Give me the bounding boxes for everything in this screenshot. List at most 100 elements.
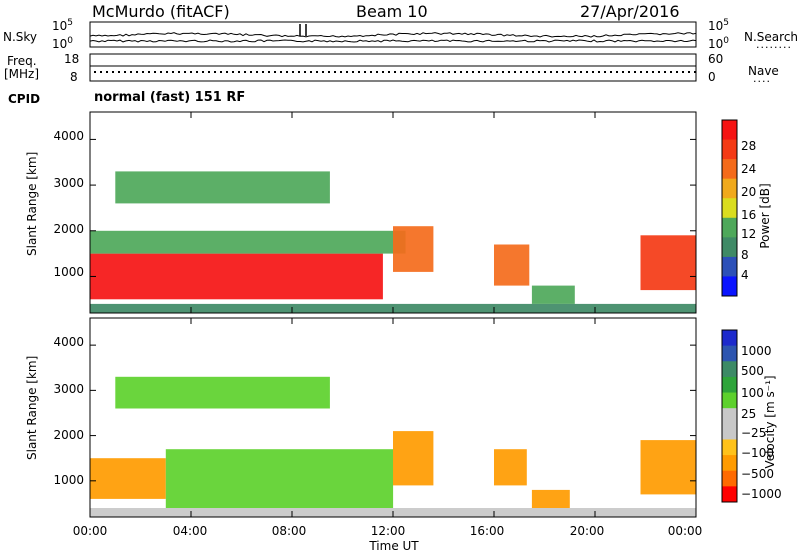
velocity-colorbar-frame — [721, 329, 738, 503]
freq-dot — [436, 71, 438, 73]
power-cb-tick-8: 8 — [741, 248, 749, 262]
freq-dot — [160, 71, 162, 73]
freq-dot — [100, 71, 102, 73]
freq-dot — [118, 71, 120, 73]
freq-dot — [442, 71, 444, 73]
xtick-1: 04:00 — [172, 524, 208, 538]
p1-ytick-4000: 4000 — [53, 129, 84, 143]
noise-right-tick-low: 100 — [708, 36, 730, 51]
p1-ytick-1000: 1000 — [53, 265, 84, 279]
power-colorbar-frame — [721, 119, 738, 297]
power-colorbar-segment — [722, 139, 737, 160]
data-region — [393, 431, 434, 486]
freq-dot — [226, 71, 228, 73]
freq-dot — [196, 71, 198, 73]
xtick-0: 00:00 — [72, 524, 108, 538]
freq-dot — [208, 71, 210, 73]
freq-dot — [472, 71, 474, 73]
velocity-colorbar-segment — [722, 486, 737, 503]
data-region — [90, 253, 383, 300]
freq-dot — [664, 71, 666, 73]
freq-dot — [382, 71, 384, 73]
freq-dot — [346, 71, 348, 73]
freq-dot — [598, 71, 600, 73]
freq-dot — [166, 71, 168, 73]
p2-ytick-4000: 4000 — [53, 335, 84, 349]
power-cb-tick-4: 4 — [741, 268, 749, 282]
freq-dot — [280, 71, 282, 73]
freq-dot — [412, 71, 414, 73]
freq-dot — [202, 71, 204, 73]
freq-label: Freq. — [7, 54, 37, 68]
power-colorbar-segment — [722, 159, 737, 180]
power-colorbar-segment — [722, 276, 737, 297]
freq-dot — [490, 71, 492, 73]
freq-dot — [682, 71, 684, 73]
freq-dot — [370, 71, 372, 73]
freq-dot — [112, 71, 114, 73]
freq-dot — [334, 71, 336, 73]
freq-dot — [130, 71, 132, 73]
freq-right-tick-high: 60 — [708, 52, 724, 66]
velocity-colorbar-segment — [722, 455, 737, 472]
freq-dot — [676, 71, 678, 73]
freq-dot — [592, 71, 594, 73]
data-region — [393, 226, 434, 272]
power-colorbar-segment — [722, 120, 737, 141]
freq-dot — [394, 71, 396, 73]
freq-dot — [124, 71, 126, 73]
velocity-colorbar-segment — [722, 423, 737, 440]
freq-dot — [478, 71, 480, 73]
p1-ytick-2000: 2000 — [53, 222, 84, 236]
freq-dot — [622, 71, 624, 73]
date-title: 27/Apr/2016 — [580, 2, 680, 21]
mode-text: normal (fast) 151 RF — [94, 90, 246, 105]
data-region — [640, 235, 696, 291]
freq-unit-label: [MHz] — [4, 67, 40, 81]
freq-dot — [142, 71, 144, 73]
nsearch-dots: ........ — [756, 38, 792, 51]
freq-dot — [262, 71, 264, 73]
freq-dot — [106, 71, 108, 73]
power-colorbar-segment — [722, 198, 737, 219]
nsky-label: N.Sky — [3, 30, 38, 44]
freq-dot — [448, 71, 450, 73]
vel-cb-tick-m100: −100 — [741, 446, 774, 460]
freq-dot — [568, 71, 570, 73]
freq-dot — [580, 71, 582, 73]
freq-dot — [694, 71, 696, 73]
freq-dot — [238, 71, 240, 73]
freq-dot — [184, 71, 186, 73]
p1-ytick-3000: 3000 — [53, 176, 84, 190]
xtick-2: 08:00 — [271, 524, 307, 538]
freq-dot — [610, 71, 612, 73]
vel-cb-tick-100: 100 — [741, 386, 764, 400]
freq-dot — [604, 71, 606, 73]
freq-dot — [430, 71, 432, 73]
velocity-colorbar-segment — [722, 392, 737, 409]
freq-dot — [562, 71, 564, 73]
freq-panel-frame — [89, 53, 697, 82]
freq-dot — [538, 71, 540, 73]
freq-dot — [460, 71, 462, 73]
nsky-trace — [89, 32, 697, 38]
freq-dot — [454, 71, 456, 73]
velocity-colorbar-segment — [722, 408, 737, 425]
velocity-colorbar-segment — [722, 376, 737, 394]
p2-ytick-1000: 1000 — [53, 473, 84, 487]
freq-dot — [148, 71, 150, 73]
freq-dot — [172, 71, 174, 73]
cpid-label: CPID — [8, 92, 41, 106]
power-colorbar-segment — [722, 256, 737, 277]
freq-dot — [484, 71, 486, 73]
freq-dot — [340, 71, 342, 73]
xtick-3: 12:00 — [370, 524, 406, 538]
freq-dot — [640, 71, 642, 73]
data-region — [90, 458, 166, 499]
freq-dot — [244, 71, 246, 73]
power-cb-tick-12: 12 — [741, 227, 757, 241]
freq-dot — [376, 71, 378, 73]
data-region — [494, 244, 530, 286]
data-region — [165, 449, 394, 508]
